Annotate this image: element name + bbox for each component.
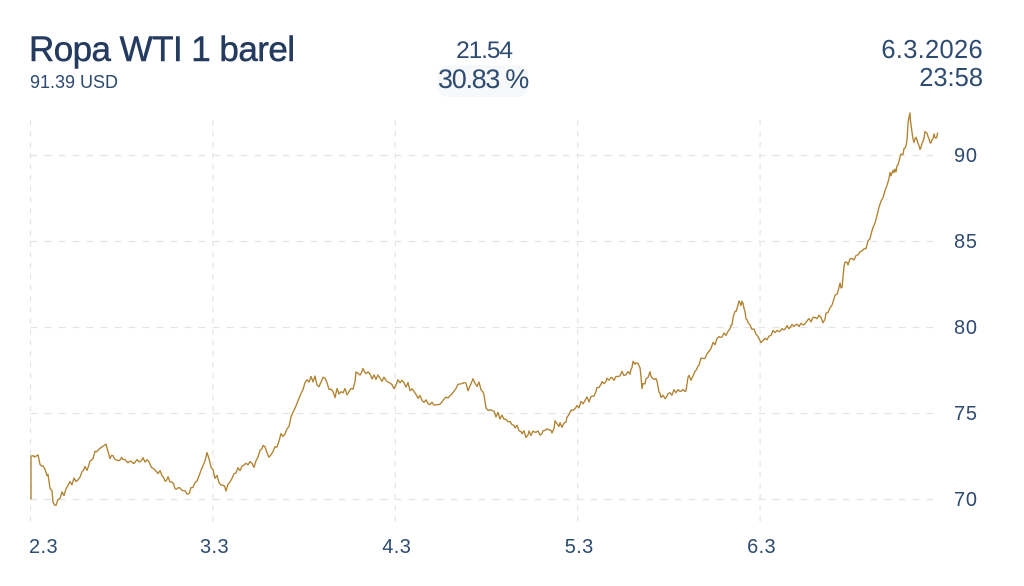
- svg-text:90: 90: [954, 145, 978, 167]
- svg-text:80: 80: [954, 317, 978, 339]
- svg-text:85: 85: [954, 231, 978, 253]
- svg-text:6.3: 6.3: [747, 536, 776, 558]
- svg-text:70: 70: [954, 489, 978, 511]
- svg-text:75: 75: [954, 403, 978, 425]
- svg-text:4.3: 4.3: [382, 536, 411, 558]
- svg-text:5.3: 5.3: [565, 536, 594, 558]
- svg-text:2.3: 2.3: [29, 536, 58, 558]
- svg-text:3.3: 3.3: [200, 536, 229, 558]
